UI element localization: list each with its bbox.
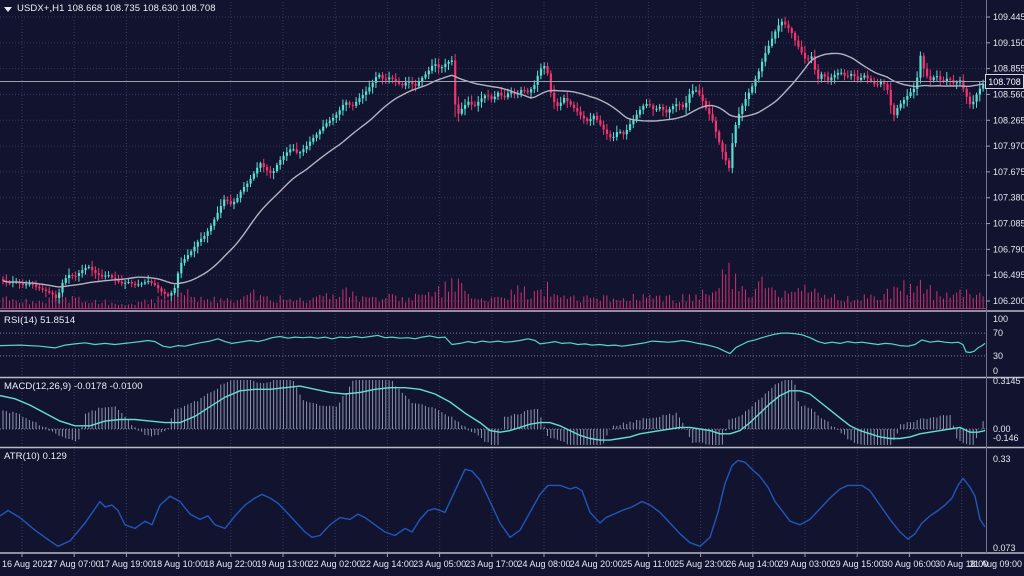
svg-text:0.073: 0.073 bbox=[993, 543, 1016, 553]
svg-text:70: 70 bbox=[993, 328, 1003, 338]
svg-text:17 Aug 07:00: 17 Aug 07:00 bbox=[48, 559, 101, 569]
atr-panel[interactable] bbox=[0, 459, 986, 547]
svg-text:106.200: 106.200 bbox=[993, 296, 1024, 306]
svg-text:16 Aug 2022: 16 Aug 2022 bbox=[2, 559, 53, 569]
chart-title-bar: USDX+,H1 108.668 108.735 108.630 108.708 bbox=[4, 3, 216, 14]
macd-panel[interactable] bbox=[0, 380, 986, 445]
svg-text:109.150: 109.150 bbox=[993, 38, 1024, 48]
svg-text:30: 30 bbox=[993, 351, 1003, 361]
svg-text:30 Aug 18:00: 30 Aug 18:00 bbox=[935, 559, 988, 569]
svg-text:22 Aug 02:00: 22 Aug 02:00 bbox=[309, 559, 362, 569]
svg-text:108.265: 108.265 bbox=[993, 115, 1024, 125]
svg-text:23 Aug 05:00: 23 Aug 05:00 bbox=[413, 559, 466, 569]
svg-text:-0.146: -0.146 bbox=[993, 433, 1019, 443]
svg-text:29 Aug 03:00: 29 Aug 03:00 bbox=[778, 559, 831, 569]
svg-text:26 Aug 14:00: 26 Aug 14:00 bbox=[726, 559, 779, 569]
price-axis[interactable]: 109.445 109.150 108.855 108.560 108.265 107.9… bbox=[986, 12, 1024, 553]
svg-text:0: 0 bbox=[993, 366, 998, 376]
svg-text:24 Aug 20:00: 24 Aug 20:00 bbox=[570, 559, 623, 569]
atr-indicator-label: ATR(10) 0.129 bbox=[4, 451, 67, 462]
candlesticks bbox=[2, 16, 985, 304]
svg-text:107.970: 107.970 bbox=[993, 141, 1024, 151]
panel-separators[interactable] bbox=[0, 0, 1024, 554]
svg-text:108.855: 108.855 bbox=[993, 64, 1024, 74]
svg-text:29 Aug 15:00: 29 Aug 15:00 bbox=[831, 559, 884, 569]
svg-text:30 Aug 06:00: 30 Aug 06:00 bbox=[883, 559, 936, 569]
svg-text:0.33: 0.33 bbox=[993, 454, 1011, 464]
svg-text:17 Aug 19:00: 17 Aug 19:00 bbox=[100, 559, 153, 569]
svg-text:23 Aug 17:00: 23 Aug 17:00 bbox=[465, 559, 518, 569]
svg-text:19 Aug 13:00: 19 Aug 13:00 bbox=[256, 559, 309, 569]
symbol-ohlc-label: USDX+,H1 108.668 108.735 108.630 108.708 bbox=[17, 3, 216, 14]
svg-text:107.675: 107.675 bbox=[993, 167, 1024, 177]
svg-text:25 Aug 23:00: 25 Aug 23:00 bbox=[674, 559, 727, 569]
svg-text:109.445: 109.445 bbox=[993, 12, 1024, 22]
svg-text:106.495: 106.495 bbox=[993, 270, 1024, 280]
grid-lines bbox=[0, 2, 986, 553]
svg-text:31 Aug 09:00: 31 Aug 09:00 bbox=[969, 559, 1022, 569]
svg-text:0.00: 0.00 bbox=[993, 424, 1011, 434]
svg-text:18 Aug 22:00: 18 Aug 22:00 bbox=[204, 559, 257, 569]
current-price-tag: 108.708 bbox=[985, 74, 1024, 89]
svg-text:100: 100 bbox=[993, 314, 1008, 324]
macd-indicator-label: MACD(12,26,9) -0.0178 -0.0100 bbox=[4, 381, 143, 392]
svg-text:18 Aug 10:00: 18 Aug 10:00 bbox=[152, 559, 205, 569]
volume-bars bbox=[0, 262, 986, 309]
collapse-triangle-icon[interactable] bbox=[4, 6, 12, 12]
svg-text:106.790: 106.790 bbox=[993, 244, 1024, 254]
rsi-panel[interactable] bbox=[0, 332, 986, 357]
svg-text:107.380: 107.380 bbox=[993, 193, 1024, 203]
rsi-indicator-label: RSI(14) 51.8514 bbox=[4, 315, 76, 326]
svg-text:108.560: 108.560 bbox=[993, 89, 1024, 99]
svg-text:24 Aug 08:00: 24 Aug 08:00 bbox=[517, 559, 570, 569]
moving-average-line bbox=[2, 52, 984, 288]
svg-text:0.3145: 0.3145 bbox=[993, 376, 1021, 386]
svg-text:107.085: 107.085 bbox=[993, 219, 1024, 229]
svg-text:22 Aug 14:00: 22 Aug 14:00 bbox=[361, 559, 414, 569]
svg-text:25 Aug 11:00: 25 Aug 11:00 bbox=[622, 559, 674, 569]
